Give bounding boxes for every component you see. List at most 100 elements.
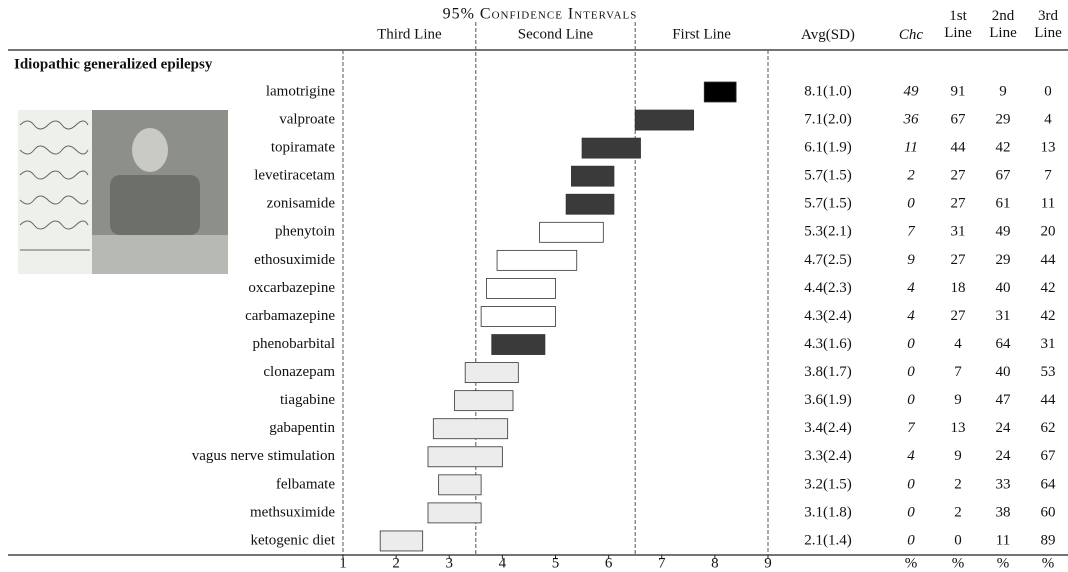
table-cell: 44 bbox=[1041, 252, 1057, 268]
bar bbox=[565, 193, 615, 215]
table-cell: 3.2(1.5) bbox=[804, 476, 852, 492]
bar bbox=[480, 306, 556, 327]
table-cell: 0 bbox=[907, 504, 915, 520]
table-cell: 42 bbox=[1041, 308, 1056, 324]
row-label: zonisamide bbox=[267, 196, 336, 212]
table-cell: 27 bbox=[951, 196, 967, 212]
bar bbox=[539, 221, 604, 243]
table-cell: 5.7(1.5) bbox=[804, 196, 852, 212]
bar bbox=[491, 334, 546, 355]
x-tick-label: 8 bbox=[711, 555, 719, 571]
x-tick-label: 3 bbox=[446, 555, 454, 571]
row-label: felbamate bbox=[276, 476, 335, 492]
row-label: levetiracetam bbox=[254, 168, 335, 184]
bar bbox=[464, 362, 519, 384]
table-cell: 9 bbox=[907, 252, 915, 268]
table-cell: 2 bbox=[954, 476, 962, 492]
table-cell: 7 bbox=[954, 364, 962, 380]
row-label: clonazepam bbox=[263, 364, 335, 380]
table-cell: 42 bbox=[1041, 280, 1056, 296]
table-cell: 53 bbox=[1041, 364, 1056, 380]
bar bbox=[454, 390, 514, 412]
table-cell: 27 bbox=[951, 252, 967, 268]
bar bbox=[496, 249, 578, 271]
row-label: phenytoin bbox=[275, 224, 335, 240]
table-cell: 31 bbox=[996, 308, 1011, 324]
x-tick-label: 7 bbox=[658, 555, 666, 571]
row-label: ketogenic diet bbox=[250, 532, 335, 548]
bar bbox=[571, 165, 615, 187]
table-cell: 13 bbox=[1041, 140, 1056, 156]
x-tick-label: 9 bbox=[764, 555, 772, 571]
table-cell: 8.1(1.0) bbox=[804, 83, 852, 99]
table-cell: 38 bbox=[996, 504, 1011, 520]
unit-label: % bbox=[952, 555, 965, 571]
table-cell: 4 bbox=[954, 336, 962, 352]
table-cell: 7 bbox=[907, 224, 916, 240]
row-label: tiagabine bbox=[280, 392, 335, 408]
row-label: topiramate bbox=[271, 140, 335, 156]
row-label: methsuximide bbox=[250, 504, 335, 520]
table-cell: 11 bbox=[996, 532, 1010, 548]
row-label: gabapentin bbox=[269, 420, 335, 436]
table-cell: 0 bbox=[907, 532, 915, 548]
table-cell: 4.4(2.3) bbox=[804, 280, 852, 296]
table-cell: 89 bbox=[1041, 532, 1056, 548]
table-cell: 44 bbox=[1041, 392, 1057, 408]
table-cell: 11 bbox=[904, 140, 918, 156]
column-header: 3rd Line bbox=[1034, 8, 1062, 41]
table-cell: 27 bbox=[951, 308, 967, 324]
x-tick-label: 5 bbox=[552, 555, 560, 571]
table-cell: 4.7(2.5) bbox=[804, 252, 852, 268]
row-label: vagus nerve stimulation bbox=[192, 448, 336, 464]
column-header: 2nd Line bbox=[989, 8, 1017, 41]
table-cell: 4 bbox=[1044, 111, 1052, 127]
table-cell: 24 bbox=[996, 420, 1012, 436]
x-tick-label: 6 bbox=[605, 555, 613, 571]
unit-label: % bbox=[997, 555, 1010, 571]
table-cell: 7 bbox=[907, 420, 916, 436]
table-cell: 5.3(2.1) bbox=[804, 224, 852, 240]
unit-label: % bbox=[1042, 555, 1055, 571]
table-cell: 44 bbox=[951, 140, 967, 156]
table-cell: 11 bbox=[1041, 196, 1055, 212]
row-label: carbamazepine bbox=[245, 308, 335, 324]
table-cell: 0 bbox=[907, 476, 915, 492]
table-cell: 64 bbox=[1041, 476, 1057, 492]
column-header: 1st Line bbox=[944, 8, 972, 41]
table-cell: 0 bbox=[907, 196, 915, 212]
bar bbox=[427, 502, 482, 524]
table-cell: 3.8(1.7) bbox=[804, 364, 852, 380]
table-cell: 67 bbox=[951, 111, 967, 127]
table-cell: 0 bbox=[907, 336, 915, 352]
table-cell: 40 bbox=[996, 280, 1011, 296]
table-cell: 42 bbox=[996, 140, 1011, 156]
table-cell: 49 bbox=[904, 83, 920, 99]
x-tick-label: 4 bbox=[499, 555, 507, 571]
row-label: phenobarbital bbox=[253, 336, 335, 352]
table-cell: 0 bbox=[907, 364, 915, 380]
bar bbox=[438, 474, 482, 496]
table-cell: 91 bbox=[951, 83, 966, 99]
table-cell: 13 bbox=[951, 420, 966, 436]
bar bbox=[427, 446, 503, 468]
table-cell: 20 bbox=[1041, 224, 1056, 240]
unit-label: % bbox=[905, 555, 918, 571]
table-cell: 29 bbox=[996, 111, 1011, 127]
table-cell: 3.3(2.4) bbox=[804, 448, 852, 464]
table-cell: 7 bbox=[1044, 168, 1052, 184]
table-cell: 3.1(1.8) bbox=[804, 504, 852, 520]
row-label: oxcarbazepine bbox=[248, 280, 335, 296]
photo bbox=[18, 110, 228, 274]
region-label: Second Line bbox=[518, 26, 594, 42]
column-header: Chc bbox=[898, 27, 924, 43]
table-cell: 67 bbox=[996, 168, 1012, 184]
table-cell: 29 bbox=[996, 252, 1011, 268]
table-cell: 2 bbox=[907, 168, 915, 184]
table-cell: 60 bbox=[1041, 504, 1056, 520]
table-cell: 24 bbox=[996, 448, 1012, 464]
table-cell: 4 bbox=[907, 308, 915, 324]
table-cell: 64 bbox=[996, 336, 1012, 352]
